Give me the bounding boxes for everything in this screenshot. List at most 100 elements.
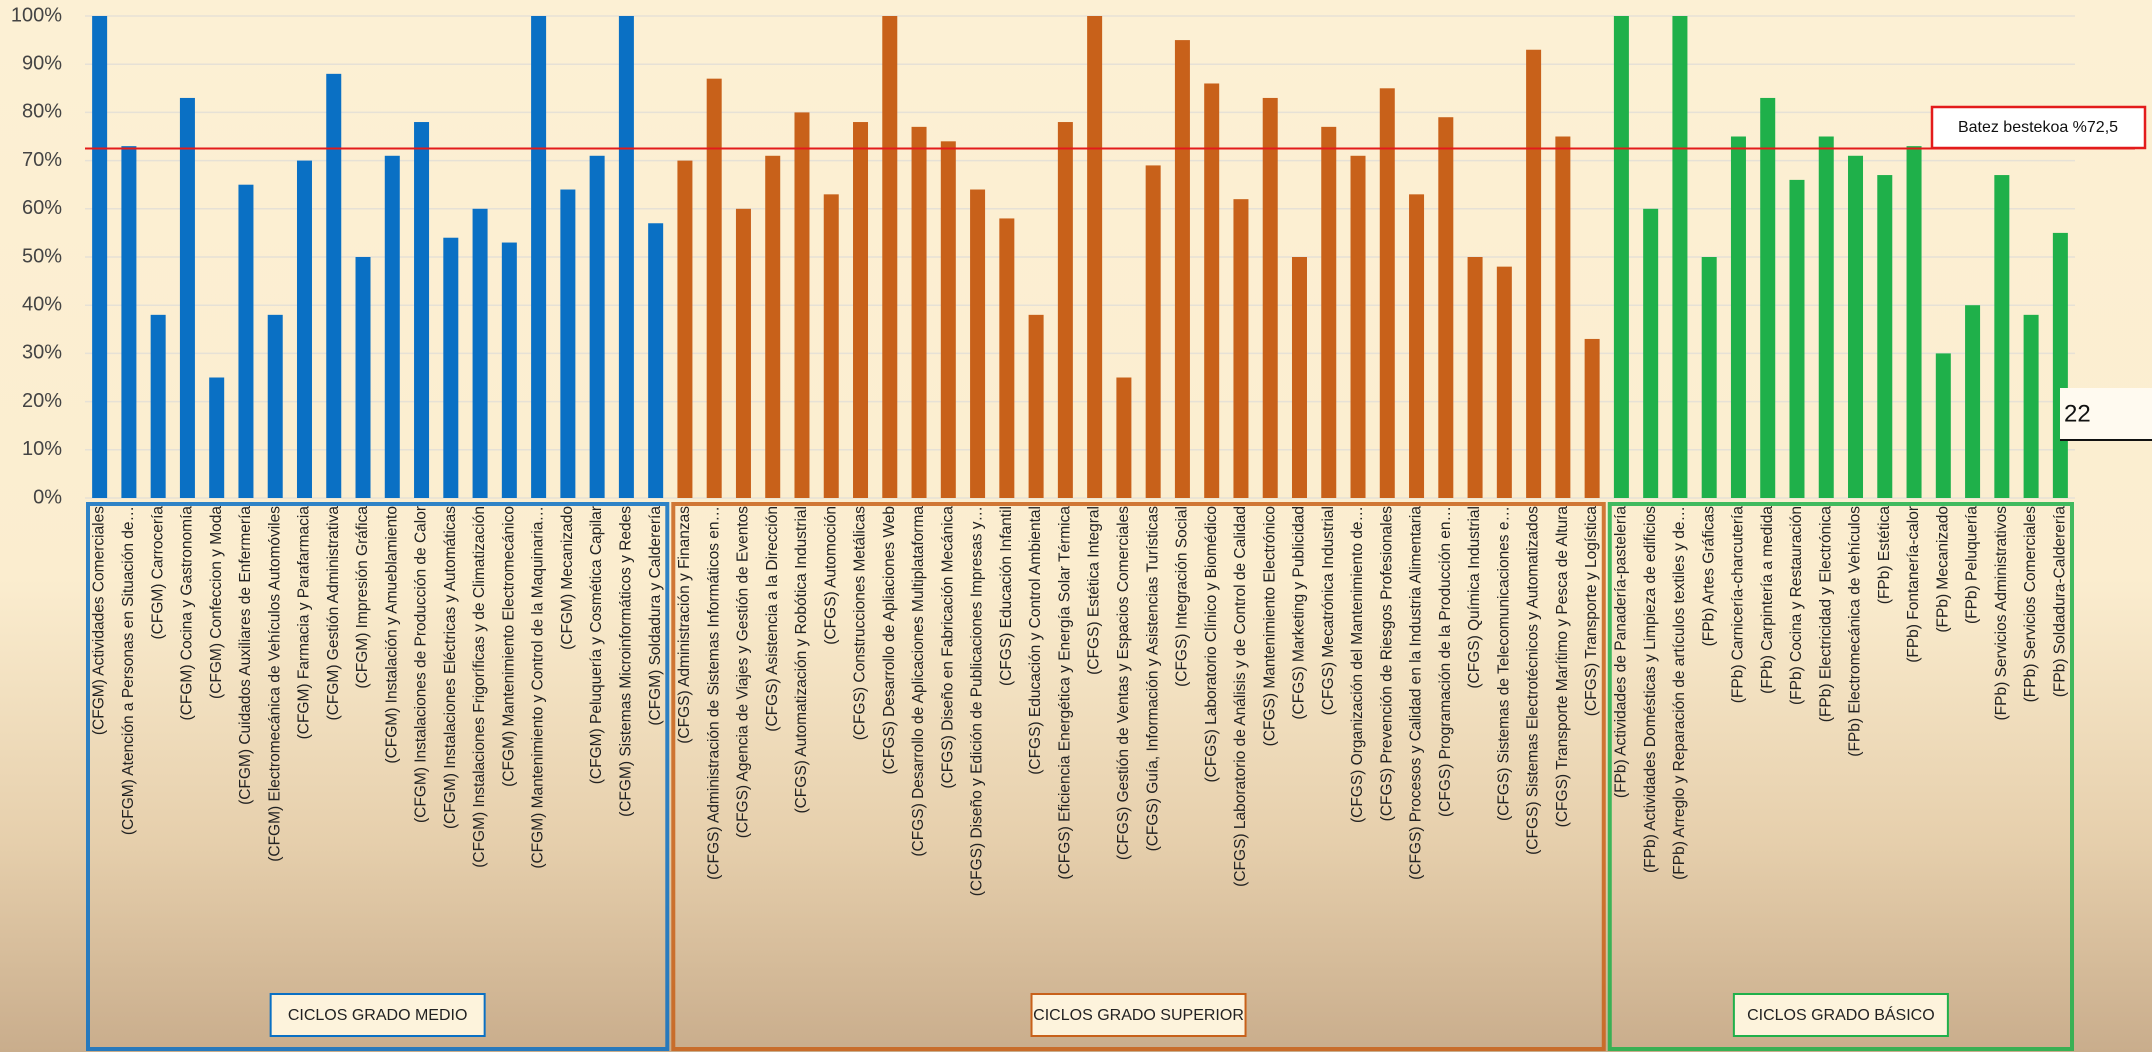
bar: [1204, 83, 1220, 498]
x-tick-label: (FPb) Carpintería a medida: [1759, 506, 1776, 694]
x-tick-label: (CFGM) Impresión Gráfica: [354, 506, 371, 689]
bar: [940, 141, 956, 498]
y-tick-label: 100%: [11, 4, 62, 26]
x-tick-label: (CFGM) Confeccion y Moda: [208, 506, 225, 699]
x-tick-label: (CFGS) Diseño en Fabricación Mecánica: [939, 506, 956, 789]
x-tick-label: (CFGS) Marketing y Publicidad: [1291, 506, 1308, 720]
bar: [911, 126, 927, 499]
x-tick-label: (CFGM) Mantenimiento y Control de la Maq…: [530, 506, 547, 869]
y-tick-label: 30%: [22, 342, 62, 364]
bar: [414, 122, 430, 498]
plot: 0% 10% 20% 30% 40% 50% 60% 70% 80% 90% 100% (CFGM) …: [11, 4, 2152, 1051]
bar: [1789, 179, 1805, 498]
bar: [1906, 146, 1922, 498]
bar: [1174, 40, 1190, 498]
x-tick-label: (FPb) Actividades Domésticas y Limpieza …: [1642, 506, 1659, 873]
bar: [267, 314, 283, 498]
bar: [735, 208, 751, 499]
x-tick-label: (FPb) Peluquería: [1964, 506, 1981, 624]
bar: [1057, 122, 1073, 498]
bar: [970, 189, 986, 498]
y-tick-label: 0%: [33, 486, 62, 508]
x-tick-label: (CFGS) Sistemas de Telecomunicaciones e…: [1495, 506, 1512, 821]
bar: [355, 257, 371, 498]
bar: [296, 160, 312, 498]
bar: [1877, 175, 1893, 498]
x-tick-label: (CFGM) Instalaciones de Producción de Ca…: [413, 506, 430, 823]
x-tick-label: (CFGM) Mantenimiento Electromecánico: [500, 506, 517, 787]
bar: [1087, 16, 1103, 498]
x-tick-label: (CFGS) Sistemas Electrotécnicos y Automa…: [1525, 506, 1542, 855]
bar: [1379, 88, 1395, 499]
x-tick-label: (CFGS) Procesos y Calidad en la Industri…: [1408, 506, 1425, 880]
x-tick-label: (FPb) Arreglo y Reparación de artículos …: [1671, 506, 1688, 880]
x-tick-label: (CFGM) Cuidados Auxiliares de Enfermería: [237, 506, 254, 805]
x-tick-label: (FPb) Mecanizado: [1934, 506, 1951, 633]
reference-label-box: [1930, 105, 2147, 150]
x-tick-label: (CFGM) Peluquería y Cosmética Capilar: [588, 506, 605, 784]
x-tick-label: (CFGS) Transporte y Logística: [1583, 506, 1600, 717]
bar: [501, 242, 517, 498]
group-label: CICLOS GRADO SUPERIOR: [1033, 1007, 1244, 1024]
x-tick-label: (CFGM) Instalación y Amueblamiento: [383, 506, 400, 764]
bar: [648, 223, 664, 498]
bar: [1760, 97, 1776, 498]
x-tick-label: (CFGS) Mecatrónica Industrial: [1320, 506, 1337, 715]
x-tick-label: (CFGS) Construcciones Metálicas: [852, 506, 869, 741]
bar: [823, 194, 839, 498]
bar: [179, 97, 195, 498]
bar: [2023, 314, 2039, 498]
bar: [706, 78, 722, 498]
y-tick-label: 20%: [22, 390, 62, 412]
reference-label: Batez bestekoa %72,5: [1958, 119, 2118, 136]
bar: [1555, 136, 1571, 498]
group-frame: [1607, 502, 2074, 1051]
bar: [999, 218, 1015, 498]
x-tick-label: (FPb) Artes Gráficas: [1700, 506, 1717, 647]
x-tick-label: (FPb) Carnicería-charcutería: [1730, 506, 1747, 704]
bar: [326, 73, 342, 498]
x-tick-label: (CFGS) Guía, Información y Asistencias T…: [1144, 506, 1161, 852]
x-tick-label: (CFGS) Desarrollo de Apliaciones Web: [881, 506, 898, 775]
x-tick-label: (FPb) Electromecánica de Vehículos: [1847, 506, 1864, 757]
x-tick-label: (FPb) Servicios Administrativos: [1993, 506, 2010, 721]
x-tick-label: (CFGM) Instalaciones Frigoríficas y de C…: [471, 506, 488, 868]
group-label-box: [269, 993, 486, 1037]
bar: [1701, 257, 1717, 498]
x-tick-label: (CFGS) Integración Social: [1174, 506, 1191, 687]
x-tick-label: (FPb) Cocina y Restauración: [1788, 506, 1805, 705]
group-label: CICLOS GRADO MEDIO: [288, 1007, 468, 1024]
bar: [1291, 257, 1307, 498]
x-tick-label: (CFGS) Organización del Mantenimiento de…: [1349, 506, 1366, 823]
x-tick-label: (FPb) Servicios Comerciales: [2022, 506, 2039, 703]
bar: [794, 112, 810, 499]
bar: [1145, 165, 1161, 499]
x-tick-label: (FPb) Soldadura-Calderería: [2051, 506, 2068, 698]
x-tick-label: (CFGM) Actividades Comerciales: [91, 506, 108, 735]
x-tick-label: (CFGM) Atención a Personas en Situación …: [120, 506, 137, 835]
x-tick-label: (CFGM) Sistemas Microinformáticos y Rede…: [617, 506, 634, 817]
bar: [1730, 136, 1746, 498]
y-tick-label: 80%: [22, 101, 62, 123]
bar: [1613, 16, 1629, 498]
bar: [209, 377, 225, 498]
bar: [1994, 175, 2010, 498]
y-tick-label: 10%: [22, 438, 62, 460]
bar: [531, 16, 547, 498]
x-tick-label: (CFGS) Transporte Marítimo y Pesca de Al…: [1554, 506, 1571, 828]
bar: [443, 237, 459, 498]
x-tick-label: (FPb) Estética: [1876, 506, 1893, 605]
group-frame: [86, 502, 670, 1051]
x-tick-label: (CFGS) Diseño y Edición de Publicaciones…: [969, 506, 986, 896]
x-tick-label: (CFGS) Desarrollo de Aplicaciones Multip…: [910, 506, 927, 857]
bar: [2052, 232, 2068, 498]
x-tick-label: (CFGS) Agencia de Viajes y Gestión de Ev…: [735, 506, 752, 839]
bar: [882, 16, 898, 498]
bar: [1584, 338, 1600, 498]
bar: [1233, 199, 1249, 498]
x-tick-label: (CFGS) Gestión de Ventas y Espacios Come…: [1115, 506, 1132, 860]
bar: [618, 16, 634, 498]
bar: [92, 16, 108, 498]
